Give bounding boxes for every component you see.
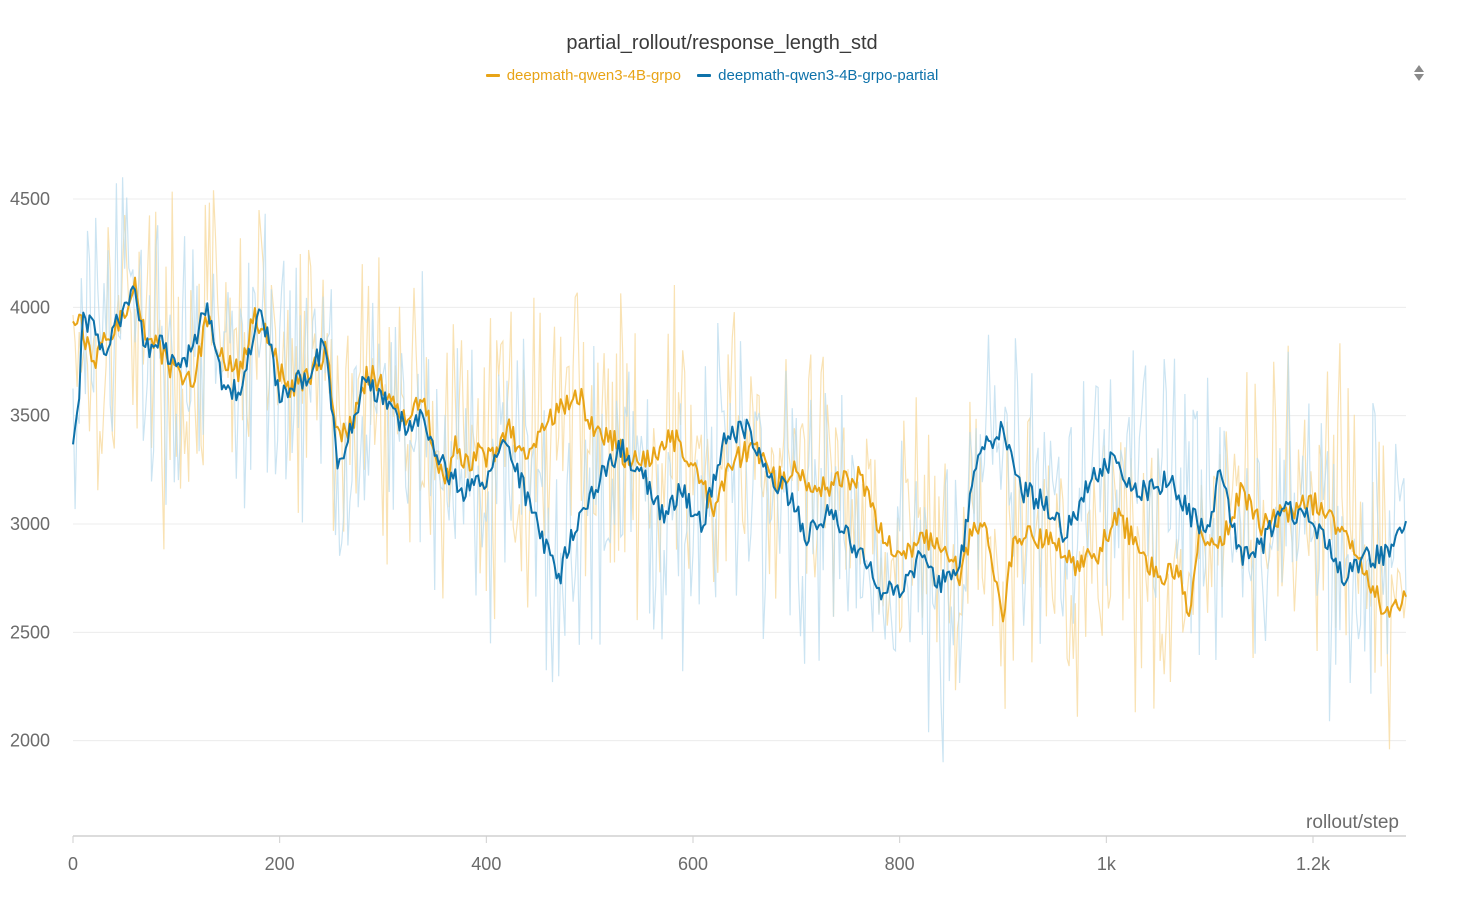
y-tick-label: 3000 [10, 514, 50, 534]
y-tick-label: 2500 [10, 622, 50, 642]
y-tick-label: 4000 [10, 297, 50, 317]
legend: deepmath-qwen3-4B-grpo deepmath-qwen3-4B… [0, 64, 1424, 84]
x-axis-title: rollout/step [1306, 812, 1399, 833]
y-tick-label: 2000 [10, 731, 50, 751]
legend-swatch-grpo [485, 74, 500, 77]
legend-item-grpo-partial[interactable]: deepmath-qwen3-4B-grpo-partial [697, 67, 938, 84]
raw-series-line-1 [72, 177, 1407, 763]
x-tick-label: 800 [885, 854, 915, 874]
legend-label-grpo: deepmath-qwen3-4B-grpo [506, 67, 681, 84]
x-tick-label: 1.2k [1296, 854, 1331, 874]
x-tick-label: 1k [1097, 854, 1117, 874]
y-tick-label: 4500 [10, 189, 50, 209]
x-tick-label: 0 [68, 854, 78, 874]
smoothed-data-layer [72, 276, 1407, 623]
legend-item-grpo[interactable]: deepmath-qwen3-4B-grpo [485, 67, 681, 84]
x-tick-label: 400 [471, 854, 501, 874]
legend-swatch-grpo-partial [697, 74, 712, 77]
y-tick-label: 3500 [10, 406, 50, 426]
chart-title: partial_rollout/response_length_std [566, 32, 878, 54]
sort-arrows-icon[interactable] [1411, 63, 1427, 83]
smoothed-series-line-1[interactable] [72, 285, 1407, 601]
x-tick-label: 200 [265, 854, 295, 874]
legend-label-grpo-partial: deepmath-qwen3-4B-grpo-partial [718, 67, 939, 84]
axis-layer: 2000 2500 3000 3500 4000 4500 0 200 400 600 800 1k 1… [10, 189, 1406, 874]
raw-data-layer [72, 177, 1407, 763]
x-tick-label: 600 [678, 854, 708, 874]
